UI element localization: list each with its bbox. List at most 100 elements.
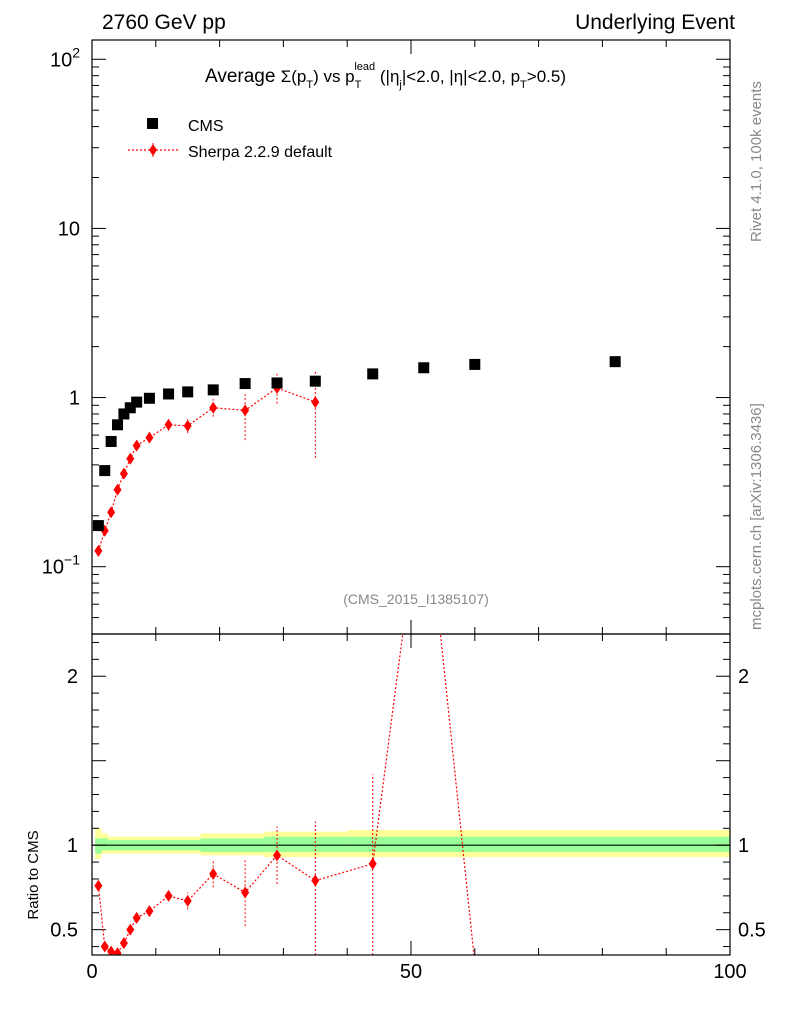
plot-title: Average Σ(pT) vs pTlead (|ηj|<2.0, |η|<2… <box>205 61 566 91</box>
cms-point <box>105 435 117 447</box>
legend-sherpa-label: Sherpa 2.2.9 default <box>188 144 333 161</box>
plot-title-cuts-c: >0.5) <box>527 67 566 86</box>
ratio-ytick-label-left: 2 <box>67 666 78 688</box>
cms-point <box>207 384 219 396</box>
band-inner <box>347 836 730 852</box>
ratio-point <box>145 905 154 918</box>
plot-title-cuts-sub-t: T <box>520 79 527 91</box>
cms-point <box>469 358 481 370</box>
band-inner <box>95 838 102 854</box>
ratio-point <box>164 889 173 902</box>
plot-title-sigma-sub: T <box>306 79 313 91</box>
band-inner <box>101 838 108 851</box>
plot-title-cuts-a: (|η <box>375 67 399 86</box>
sherpa-point <box>164 418 173 431</box>
plot-title-vs-sub: T <box>355 79 362 91</box>
legend-sherpa-marker <box>149 144 157 156</box>
ratio-point <box>132 911 141 924</box>
ratio-point <box>119 937 128 950</box>
cms-point <box>92 520 104 532</box>
plot-title-cuts-sub-j: j <box>398 79 401 91</box>
plot-title-vs-sup: lead <box>354 61 375 73</box>
plot-title-sigma: Σ(p <box>281 67 307 86</box>
ratio-xtick-label: 50 <box>400 961 422 983</box>
sherpa-point <box>132 439 141 452</box>
main-ytick-label: 10 <box>58 218 80 240</box>
ratio-ytick-label-right: 2 <box>738 666 749 688</box>
ratio-point <box>113 947 122 955</box>
rivet-label: Rivet 4.1.0, 100k events <box>748 81 765 242</box>
cms-point <box>309 375 321 387</box>
sherpa-point <box>94 544 103 557</box>
ratio-point <box>420 468 428 480</box>
sherpa-point <box>107 506 116 519</box>
plot-title-prefix: Average <box>205 66 281 87</box>
main-ytick-label: 102 <box>50 44 80 71</box>
legend-cms-marker <box>147 118 158 129</box>
ratio-point <box>241 886 250 899</box>
main-ytick-label-exp: 2 <box>72 44 80 60</box>
header-left: 2760 GeV pp <box>102 11 226 34</box>
main-ytick-label-exp: −1 <box>64 552 80 568</box>
ratio-point <box>311 874 320 887</box>
sherpa-point <box>209 401 218 414</box>
ratio-point <box>183 894 192 907</box>
cms-point <box>124 402 136 414</box>
ratio-ylabel: Ratio to CMS <box>25 830 42 919</box>
main-ytick-label: 1 <box>69 388 80 410</box>
cms-point <box>271 377 283 389</box>
mcplots-label: mcplots.cern.ch [arXiv:1306.3436] <box>748 403 765 630</box>
ratio-series-line <box>97 634 475 955</box>
ratio-point <box>209 867 218 880</box>
sherpa-point <box>241 404 250 417</box>
header-right: Underlying Event <box>575 11 735 34</box>
main-data-points <box>92 356 621 557</box>
analysis-watermark: (CMS_2015_I1385107) <box>343 591 489 607</box>
cms-point <box>163 388 175 400</box>
ratio-ytick-label-left: 1 <box>67 835 78 857</box>
ratio-data-points <box>94 468 479 969</box>
ratio-points-clipped <box>94 468 479 969</box>
cms-point <box>131 396 143 408</box>
sherpa-point <box>119 467 128 480</box>
band-inner <box>264 836 348 852</box>
ratio-point <box>273 849 282 862</box>
cms-point <box>143 392 155 404</box>
ratio-ytick-label-left: 0.5 <box>50 920 78 942</box>
cms-point <box>118 408 130 420</box>
sherpa-point <box>311 396 320 409</box>
cms-point <box>182 386 194 398</box>
ratio-ytick-label-right: 0.5 <box>738 920 766 942</box>
cms-point <box>418 362 430 374</box>
ratio-xtick-label: 100 <box>713 961 746 983</box>
main-ytick-label-base: 10 <box>42 557 64 579</box>
ratio-point <box>368 857 377 870</box>
sherpa-point <box>183 419 192 432</box>
main-ytick-label: 10−1 <box>42 552 80 579</box>
sherpa-point <box>126 452 135 465</box>
ratio-point <box>94 879 103 892</box>
cms-point <box>367 368 379 380</box>
ratio-xtick-label: 0 <box>86 961 97 983</box>
ratio-point <box>107 945 116 955</box>
ratio-point <box>126 923 135 936</box>
cms-point <box>99 465 111 477</box>
legend-cms-label: CMS <box>188 118 224 135</box>
ratio-axis-ticks: 0.5 0.5 1 1 2 2 0 50 100 <box>50 634 766 983</box>
sherpa-point <box>145 431 154 444</box>
ratio-point <box>471 957 479 969</box>
ratio-uncertainty-band <box>92 828 730 859</box>
cms-point <box>112 419 124 431</box>
plot-title-vs: ) vs p <box>313 67 355 86</box>
ratio-point <box>100 940 109 953</box>
cms-point <box>239 378 251 390</box>
main-ytick-label-base: 10 <box>50 49 72 71</box>
main-ytick-label-base: 10 <box>58 218 80 240</box>
ratio-plot-frame <box>91 633 731 956</box>
ratio-ytick-label-right: 1 <box>738 835 749 857</box>
sherpa-point <box>113 483 122 496</box>
main-ytick-label-base: 1 <box>69 388 80 410</box>
cms-point <box>609 356 621 368</box>
